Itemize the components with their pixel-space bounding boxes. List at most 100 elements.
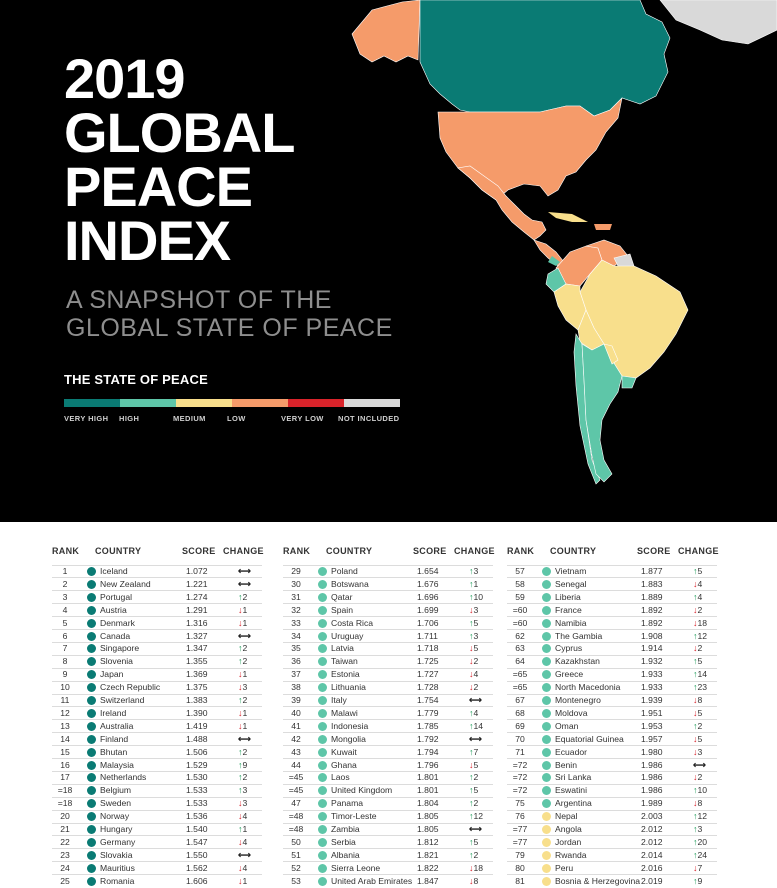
country-cell: Hungary (100, 824, 133, 834)
score-cell: 1.072 (186, 566, 208, 576)
change-cell: ↑2 (238, 747, 247, 757)
score-cell: 1.488 (186, 733, 208, 744)
change-value: 3 (473, 604, 479, 615)
row-divider (283, 835, 493, 837)
arrow-down-icon: ↓ (238, 862, 243, 873)
rank-cell: 16 (60, 759, 70, 770)
change-value: 10 (697, 785, 708, 796)
peace-level-dot-icon (318, 876, 327, 886)
arrow-down-icon: ↓ (469, 604, 474, 615)
table-row: 58 Senegal 1.883 ↓4 (507, 579, 727, 591)
table-row: 64 Kazakhstan 1.932 ↑5 (507, 656, 727, 668)
peace-level-dot-icon (318, 644, 327, 654)
rank-cell: 80 (515, 862, 525, 873)
row-divider (52, 732, 262, 734)
peace-level-dot-icon (318, 786, 327, 796)
peace-level-dot-icon (87, 773, 96, 783)
row-divider (507, 641, 717, 643)
rank-cell: 3 (62, 591, 68, 602)
header-rank: RANK (283, 546, 311, 556)
row-divider (52, 835, 262, 837)
rank-cell: 39 (291, 695, 301, 705)
change-cell: ⟷ (469, 734, 482, 745)
score-cell: 1.785 (417, 720, 439, 731)
rank-cell: 30 (291, 578, 301, 589)
rank-cell: =60 (512, 604, 528, 615)
rank-cell: 42 (291, 733, 301, 744)
table-row: 24 Mauritius 1.562 ↓4 (52, 863, 272, 875)
row-divider (283, 874, 493, 876)
country-cell: Ghana (331, 759, 357, 770)
country-cell: Panama (331, 798, 364, 809)
arrow-down-icon: ↓ (469, 656, 474, 667)
score-cell: 1.754 (417, 695, 439, 705)
table-row: =72 Benin 1.986 ⟷ (507, 760, 727, 772)
change-value: 2 (697, 772, 703, 783)
row-divider (52, 796, 262, 798)
change-cell: ↓2 (469, 656, 478, 666)
change-value: 14 (697, 669, 708, 680)
peace-level-dot-icon (87, 812, 96, 822)
rank-cell: 25 (60, 875, 70, 886)
rank-cell: 51 (291, 849, 301, 860)
score-cell: 1.562 (186, 862, 208, 873)
table-row: 20 Norway 1.536 ↓4 (52, 811, 272, 823)
rank-cell: =77 (512, 824, 528, 834)
table-row: 3 Portugal 1.274 ↑2 (52, 592, 272, 604)
score-cell: 1.801 (417, 785, 439, 796)
row-divider (283, 848, 493, 850)
country-cell: North Macedonia (555, 682, 621, 693)
change-value: 4 (242, 862, 248, 873)
peace-level-dot-icon (542, 876, 551, 886)
change-value: 7 (697, 862, 703, 873)
table-row: =18 Sweden 1.533 ↓3 (52, 798, 272, 810)
rank-cell: 10 (60, 682, 70, 693)
score-cell: 1.805 (417, 824, 439, 834)
header-rank: RANK (507, 546, 535, 556)
arrow-up-icon: ↑ (469, 836, 474, 847)
rank-cell: 76 (515, 811, 525, 822)
rank-cell: 7 (62, 643, 68, 654)
change-cell: ↑3 (693, 824, 702, 834)
row-divider (507, 835, 717, 837)
change-value: 4 (473, 669, 479, 680)
rank-cell: 81 (515, 875, 525, 886)
change-cell: ↓4 (238, 811, 247, 821)
table-row: 36 Taiwan 1.725 ↓2 (283, 656, 503, 668)
row-divider (52, 861, 262, 863)
table-row: 11 Switzerland 1.383 ↑2 (52, 695, 272, 707)
country-cell: Uruguay (331, 630, 364, 641)
peace-level-dot-icon (87, 605, 96, 615)
change-cell: ↑5 (693, 656, 702, 666)
peace-level-dot-icon (87, 721, 96, 731)
score-cell: 2.019 (641, 875, 663, 886)
country-cell: Indonesia (331, 720, 369, 731)
score-cell: 1.654 (417, 566, 439, 576)
change-cell: ↓1 (238, 876, 247, 886)
change-cell: ↑2 (469, 850, 478, 860)
peace-level-dot-icon (318, 579, 327, 589)
rank-cell: 47 (291, 798, 301, 809)
row-divider (52, 809, 262, 811)
rank-cell: 79 (515, 849, 525, 860)
row-divider (52, 770, 262, 772)
row-divider (283, 603, 493, 605)
table-row: 68 Moldova 1.951 ↓5 (507, 708, 727, 720)
table-row: 67 Montenegro 1.939 ↓8 (507, 695, 727, 707)
change-cell: ⟷ (469, 695, 482, 706)
rank-cell: 13 (60, 720, 70, 731)
country-cell: Mongolia (331, 733, 366, 744)
score-cell: 1.606 (186, 875, 208, 886)
change-value: 14 (473, 720, 484, 731)
arrow-down-icon: ↓ (238, 875, 243, 886)
table-row: 52 Sierra Leone 1.822 ↓18 (283, 863, 503, 875)
country-cell: Zambia (331, 824, 360, 834)
score-cell: 1.316 (186, 617, 208, 628)
score-cell: 1.419 (186, 720, 208, 731)
legend-label: LOW (227, 414, 246, 423)
row-divider (283, 590, 493, 592)
peace-level-dot-icon (87, 618, 96, 628)
score-cell: 1.821 (417, 849, 439, 860)
change-value: 3 (242, 785, 248, 796)
table-row: 17 Netherlands 1.530 ↑2 (52, 772, 272, 784)
